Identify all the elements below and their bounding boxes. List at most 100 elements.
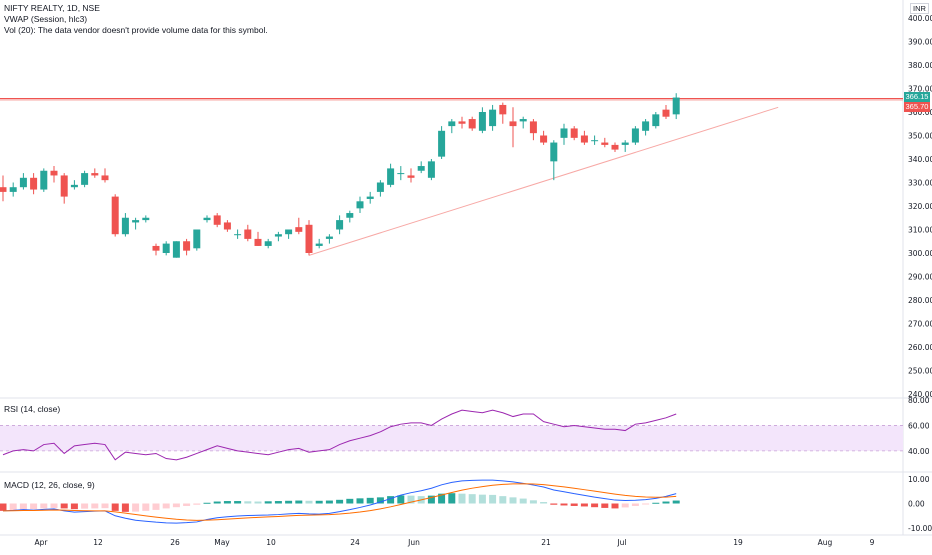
macd-histogram-bar <box>101 503 109 509</box>
candle-body <box>417 166 425 171</box>
candle-body <box>642 121 650 131</box>
macd-histogram-bar <box>19 503 27 510</box>
price-tick-label: 400.00 <box>908 14 932 23</box>
macd-histogram-bar <box>111 503 119 511</box>
candle-body <box>244 229 252 239</box>
candle-body <box>407 175 415 178</box>
price-tick-label: 280.00 <box>908 296 932 305</box>
time-tick-label: 10 <box>266 538 276 547</box>
macd-histogram-bar <box>540 502 548 504</box>
line-price-tag: 365.70 <box>904 102 930 112</box>
macd-histogram-bar <box>356 498 364 504</box>
candle-body <box>458 121 466 124</box>
candle-body <box>132 220 140 223</box>
price-tick-label: 310.00 <box>908 226 932 235</box>
time-tick-label: 26 <box>170 538 180 547</box>
macd-histogram-bar <box>91 503 99 509</box>
macd-histogram-bar <box>295 500 303 504</box>
macd-histogram-bar <box>305 500 313 504</box>
candle-body <box>448 121 456 127</box>
vwap-legend[interactable]: VWAP (Session, hlc3) <box>4 14 88 24</box>
macd-label[interactable]: MACD (12, 26, close, 9) <box>4 480 95 490</box>
candle-body <box>427 161 435 178</box>
macd-histogram-bar <box>70 503 78 510</box>
macd-histogram-bar <box>183 503 191 506</box>
macd-histogram-bar <box>652 502 660 504</box>
time-tick-label: 9 <box>870 538 875 547</box>
candle-body <box>366 196 374 199</box>
candle-body <box>580 135 588 143</box>
candle-body <box>397 173 405 175</box>
rsi-line <box>2 409 677 461</box>
candle-body <box>30 177 38 190</box>
macd-pane[interactable] <box>0 479 680 524</box>
macd-histogram-bar <box>254 501 262 504</box>
candle-body <box>172 241 180 258</box>
macd-histogram-bar <box>152 503 160 510</box>
macd-histogram-bar <box>550 503 558 505</box>
macd-histogram-bar <box>213 501 221 504</box>
rsi-label[interactable]: RSI (14, close) <box>4 404 61 414</box>
macd-histogram-bar <box>611 503 619 509</box>
candle-body <box>305 224 313 253</box>
volume-legend[interactable]: Vol (20): The data vendor doesn't provid… <box>4 25 268 35</box>
price-tick-label: 250.00 <box>908 367 932 376</box>
macd-histogram-bar <box>264 501 272 504</box>
candle-body <box>274 234 282 237</box>
candle-body <box>162 243 170 253</box>
symbol-legend[interactable]: NIFTY REALTY, 1D, NSE VWAP (Session, hlc… <box>4 3 268 36</box>
candle-body <box>601 142 609 145</box>
macd-tick-label: 10.00 <box>908 475 930 484</box>
candle-body <box>193 229 201 249</box>
macd-histogram-bar <box>448 493 456 504</box>
macd-histogram-bar <box>387 496 395 504</box>
candle-body <box>9 187 17 192</box>
macd-histogram-bar <box>203 502 211 504</box>
macd-histogram-bar <box>172 503 180 508</box>
candle-body <box>142 217 150 221</box>
macd-histogram-bar <box>591 503 599 508</box>
macd-histogram-bar <box>529 500 537 504</box>
price-tick-label: 240.00 <box>908 390 932 399</box>
candle-body <box>264 241 272 246</box>
candle-body <box>285 229 293 235</box>
grid-lines <box>0 0 932 536</box>
candle-body <box>509 121 517 127</box>
macd-histogram-bar <box>325 500 333 504</box>
candle-body <box>662 109 670 117</box>
candle-body <box>0 187 7 192</box>
time-tick-label: Aug <box>818 538 833 547</box>
macd-histogram-bar <box>193 503 201 505</box>
candle-body <box>356 201 364 209</box>
macd-histogram-bar <box>376 497 384 504</box>
trend-lines[interactable] <box>0 98 903 256</box>
macd-histogram-bar <box>580 503 588 507</box>
candle-body <box>203 217 211 221</box>
macd-histogram-bar <box>621 503 629 508</box>
macd-histogram-bar <box>40 503 48 509</box>
axes[interactable]: 400.00 390.00 380.00 370.00 360.00 350.00 340.… <box>35 14 932 547</box>
rsi-pane[interactable] <box>0 409 903 461</box>
candle-body <box>631 128 639 143</box>
candle-body <box>152 245 160 251</box>
candlestick-series[interactable] <box>0 93 680 258</box>
macd-histogram-bar <box>121 503 129 512</box>
symbol-title[interactable]: NIFTY REALTY, 1D, NSE <box>4 3 100 13</box>
candle-body <box>315 243 323 246</box>
candle-body <box>560 128 568 138</box>
candle-body <box>387 168 395 185</box>
macd-histogram-bar <box>489 494 497 504</box>
currency-badge[interactable]: INR <box>910 3 929 14</box>
macd-histogram-bar <box>601 503 609 508</box>
macd-tick-label: -10.00 <box>908 524 932 533</box>
macd-histogram-bar <box>162 503 170 509</box>
macd-histogram-bar <box>468 494 476 504</box>
candle-body <box>223 222 231 230</box>
macd-histogram-bar <box>346 498 354 504</box>
candle-body <box>611 144 619 150</box>
price-tick-label: 330.00 <box>908 179 932 188</box>
price-tick-label: 260.00 <box>908 343 932 352</box>
macd-histogram-bar <box>50 503 58 508</box>
